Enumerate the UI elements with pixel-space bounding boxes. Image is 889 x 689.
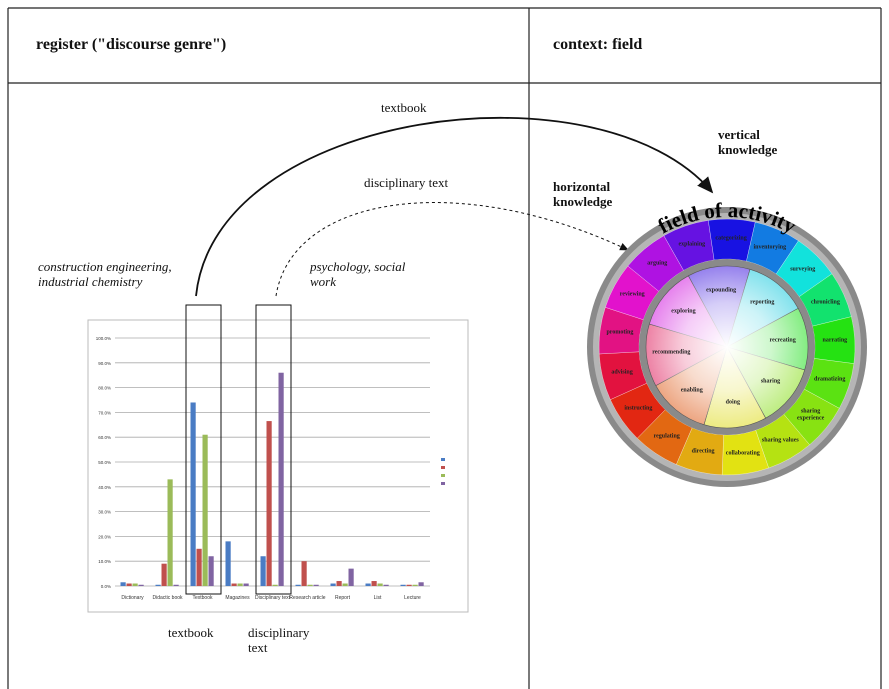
wheel-label: chronicling: [803, 299, 847, 306]
x-tick-label: Dictionary: [121, 595, 144, 601]
x-tick-label: Lecture: [404, 595, 421, 601]
bar: [174, 585, 179, 586]
wheel-label: reporting: [740, 300, 784, 307]
y-tick-label: 80.0%: [98, 386, 111, 391]
y-tick-label: 50.0%: [98, 460, 111, 465]
bar: [226, 541, 231, 586]
wheel-label: promoting: [598, 330, 642, 337]
wheel-label: advising: [600, 369, 644, 376]
header-right: context: field: [553, 36, 642, 54]
y-tick-label: 0.0%: [101, 584, 111, 589]
x-tick-label: Didactic book: [152, 595, 183, 601]
bar: [343, 584, 348, 586]
bar: [401, 585, 406, 586]
wheel-label: reviewing: [610, 292, 654, 299]
bar: [331, 584, 336, 586]
caption: textbook: [168, 626, 214, 641]
y-tick-label: 30.0%: [98, 510, 111, 515]
bar: [162, 564, 167, 586]
bar: [203, 435, 208, 586]
bar: [209, 556, 214, 586]
header-left: register ("discourse genre"): [36, 36, 226, 54]
x-tick-label: List: [374, 595, 382, 601]
x-tick-label: Disciplinary text: [255, 595, 291, 601]
bar: [413, 585, 418, 586]
y-tick-label: 10.0%: [98, 559, 111, 564]
wheel-label: enabling: [670, 387, 714, 394]
wheel: [587, 207, 867, 487]
bar: [349, 569, 354, 586]
wheel-label: directing: [681, 449, 725, 456]
legend-swatch: [441, 458, 445, 461]
wheel-label: sharing: [749, 379, 793, 386]
bar: [244, 584, 249, 586]
bar: [372, 581, 377, 586]
arrow-label: textbook: [381, 101, 427, 116]
wheel-label: explaining: [670, 242, 714, 249]
x-tick-label: Report: [335, 595, 351, 601]
wheel-label: arguing: [635, 261, 679, 268]
wheel-label: collaborating: [721, 451, 765, 458]
page: 0.0% 10.0% 20.0% 30.0% 40.0% 50.0% 60.0% 70.0% 8…: [0, 0, 889, 689]
wheel-label: sharing values: [758, 438, 802, 445]
bar: [419, 582, 424, 586]
bar: [232, 584, 237, 586]
wheel-label: sharing experience: [789, 409, 833, 422]
field-note: psychology, social work: [310, 260, 430, 290]
legend-swatch: [441, 466, 445, 469]
bar: [279, 373, 284, 586]
bar: [384, 585, 389, 586]
wheel-label: expounding: [699, 288, 743, 295]
bar: [378, 584, 383, 586]
bar: [133, 584, 138, 586]
wheel-label: doing: [711, 399, 755, 406]
bar: [273, 585, 278, 586]
x-tick-label: Textbook: [192, 595, 213, 601]
wheel-label: dramatizing: [808, 377, 852, 384]
wheel-label: inventorying: [748, 245, 792, 252]
bar: [296, 585, 301, 586]
x-tick-label: Magazines: [225, 595, 250, 601]
bar: [121, 582, 126, 586]
bar: [267, 421, 272, 586]
y-tick-label: 20.0%: [98, 534, 111, 539]
arrow-label: disciplinary text: [364, 176, 448, 191]
bar: [366, 584, 371, 586]
wheel-label: recreating: [761, 338, 805, 345]
bar: [261, 556, 266, 586]
bar: [407, 585, 412, 586]
figure: 0.0% 10.0% 20.0% 30.0% 40.0% 50.0% 60.0% 70.0% 8…: [0, 0, 889, 689]
bar: [302, 561, 307, 586]
bar: [308, 585, 313, 586]
wheel-label: instructing: [616, 405, 660, 412]
bar: [127, 584, 132, 586]
x-tick-label: Research article: [289, 595, 325, 601]
y-tick-label: 90.0%: [98, 361, 111, 366]
chart-frame: [88, 320, 468, 612]
bar: [238, 584, 243, 586]
wheel-label: regulating: [645, 433, 689, 440]
wheel-label: exploring: [661, 308, 705, 315]
bar: [156, 585, 161, 586]
bar: [191, 402, 196, 586]
legend-swatch: [441, 474, 445, 477]
wheel-label: narrating: [813, 338, 857, 345]
wheel-label: recommending: [649, 350, 693, 357]
legend-swatch: [441, 482, 445, 485]
wheel-label: categorizing: [709, 236, 753, 243]
caption: disciplinary text: [248, 626, 328, 656]
y-tick-label: 70.0%: [98, 410, 111, 415]
y-tick-label: 60.0%: [98, 435, 111, 440]
field-note: construction engineering, industrial che…: [38, 260, 188, 290]
bar: [314, 585, 319, 586]
bar: [337, 581, 342, 586]
bar: [197, 549, 202, 586]
bar: [139, 585, 144, 586]
y-tick-label: 100.0%: [96, 336, 111, 341]
bar: [168, 479, 173, 586]
knowledge-label: horizontal knowledge: [553, 180, 633, 210]
wheel-label: surveying: [781, 267, 825, 274]
knowledge-label: vertical knowledge: [718, 128, 798, 158]
y-tick-label: 40.0%: [98, 485, 111, 490]
